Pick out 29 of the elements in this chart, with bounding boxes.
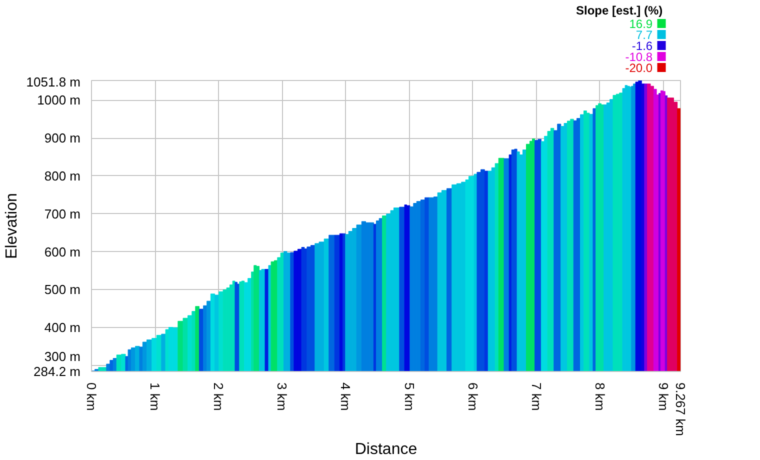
x-tick-label: 4 km (338, 382, 354, 411)
x-tick-label: 9.267 km (673, 382, 688, 436)
x-tick-label: 5 km (402, 382, 417, 411)
y-tick-label: 1000 m (37, 92, 81, 108)
y-tick-label: 800 m (44, 168, 81, 184)
x-axis-title: Distance (354, 440, 418, 458)
x-tick-label: 7 km (528, 382, 544, 411)
color-bar-label: -1.6 (632, 39, 653, 53)
y-tick-label: 284.2 m (34, 364, 81, 379)
color-bar-label: -20.0 (625, 61, 653, 75)
x-tick-label: 9 km (656, 382, 672, 411)
color-bar-label: 7.7 (636, 28, 653, 42)
x-tick-label: 3 km (274, 382, 290, 411)
color-bar-label: -10.8 (625, 50, 653, 64)
y-tick-label: 900 m (44, 130, 81, 146)
y-tick-label: 700 m (44, 206, 81, 222)
x-tick-label: 2 km (211, 382, 226, 411)
y-tick-label: 400 m (44, 320, 81, 336)
x-tick-label: 0 km (84, 382, 99, 411)
y-tick-label: 500 m (44, 282, 81, 298)
x-tick-label: 8 km (592, 382, 608, 411)
color-bar-label: 16.9 (629, 17, 653, 31)
y-axis-title: Elevation (3, 193, 20, 259)
y-tick-label: 1051.8 m (26, 74, 80, 90)
y-tick-label: 300 m (44, 349, 81, 364)
x-tick-label: 6 km (465, 382, 480, 411)
x-tick-label: 1 km (148, 382, 163, 411)
color-bar-title: Slope [est.] (%) (576, 4, 663, 18)
y-tick-label: 600 m (44, 244, 81, 260)
